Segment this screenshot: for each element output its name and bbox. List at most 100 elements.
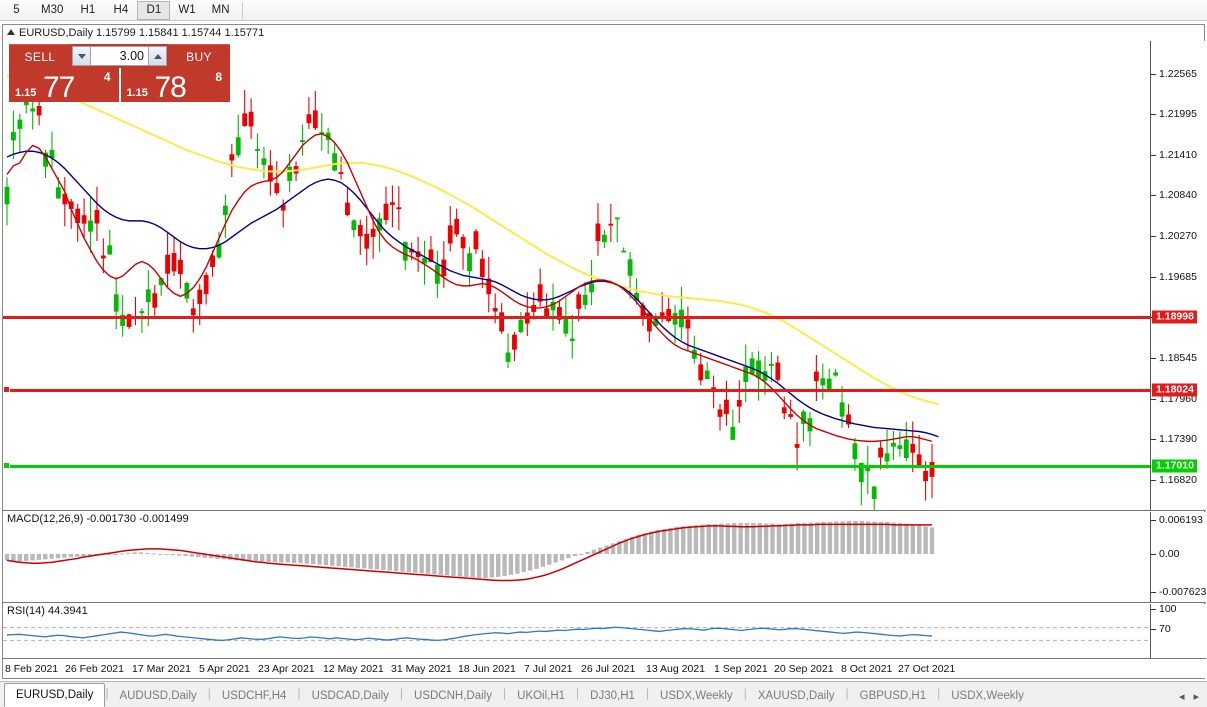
- price-scale[interactable]: 1.22565 1.21995 1.21410 1.20840 1.20270 1.196…: [1150, 41, 1206, 510]
- macd-tick-label: 0.00: [1159, 548, 1180, 560]
- tab-usdchf-h4[interactable]: USDCHF,H4: [221, 690, 287, 702]
- timeframe-button-m30[interactable]: M30: [41, 4, 64, 16]
- price-plot[interactable]: [3, 41, 1150, 510]
- macd-histogram: [4, 520, 935, 578]
- date-label: 26 Jul 2021: [581, 663, 636, 675]
- tab-usdcnh-daily[interactable]: USDCNH,Daily: [414, 690, 492, 702]
- macd-tick-label: -0.007623: [1159, 586, 1206, 598]
- price-pane[interactable]: 1.22565 1.21995 1.21410 1.20840 1.20270 1.196…: [3, 41, 1206, 511]
- sell-button[interactable]: SELL: [9, 44, 71, 68]
- timeframe-button-h4[interactable]: H4: [113, 4, 129, 16]
- tab-gbpusd-h1[interactable]: GBPUSD,H1: [859, 690, 927, 702]
- ma-slow-line: [6, 74, 939, 406]
- tab-ukoil-h1[interactable]: UKOil,H1: [517, 690, 566, 702]
- chevron-down-icon: [77, 53, 86, 59]
- tab-dj30-h1[interactable]: DJ30,H1: [590, 690, 635, 702]
- chart-header-text: EURUSD,Daily 1.15799 1.15841 1.15744 1.1…: [19, 27, 265, 39]
- tab-nav: ◂ ▸: [1179, 690, 1207, 707]
- level-line-resistance-2[interactable]: [3, 389, 1150, 392]
- tab-xauusd-daily[interactable]: XAUUSD,Daily: [757, 690, 835, 702]
- price-tick: [1151, 74, 1156, 75]
- volume-decrease-button[interactable]: [72, 46, 91, 66]
- date-label: 27 Oct 2021: [898, 663, 956, 675]
- price-tick: [1151, 155, 1156, 156]
- macd-scale: 0.006193 0.00 -0.007623: [1150, 512, 1206, 602]
- macd-tick: [1151, 592, 1156, 593]
- rsi-tick: [1151, 629, 1156, 630]
- timeframe-button-5[interactable]: 5: [13, 4, 20, 16]
- price-tick-label: 1.21410: [1159, 149, 1197, 161]
- tab-separator: |: [743, 686, 747, 700]
- price-tick-label: 1.18545: [1159, 352, 1197, 364]
- price-tick-label: 1.21995: [1159, 108, 1197, 120]
- date-label: 26 Feb 2021: [65, 663, 124, 675]
- price-tick-label: 1.22565: [1159, 68, 1197, 80]
- bid-price-big: 77: [43, 71, 75, 104]
- date-label: 12 May 2021: [323, 663, 384, 675]
- date-label: 7 Jul 2021: [524, 663, 573, 675]
- price-tick: [1151, 358, 1156, 359]
- rsi-plot[interactable]: [3, 604, 1150, 659]
- volume-input[interactable]: 3.00: [91, 46, 148, 66]
- date-label: 5 Apr 2021: [199, 663, 250, 675]
- level-line-resistance-1[interactable]: [3, 316, 1150, 319]
- toolbar-separator: [241, 1, 243, 19]
- level-line-support-green[interactable]: [3, 465, 1150, 468]
- volume-increase-button[interactable]: [148, 46, 167, 66]
- date-label: 8 Oct 2021: [841, 663, 893, 675]
- price-tick-label: 1.16820: [1159, 474, 1197, 486]
- price-tick: [1151, 399, 1156, 400]
- price-tag-1-17010[interactable]: 1.17010: [1152, 459, 1197, 473]
- tab-usdcad-daily[interactable]: USDCAD,Daily: [311, 690, 389, 702]
- ma-fast-line: [6, 133, 933, 443]
- tab-usdx-weekly[interactable]: USDX,Weekly: [660, 690, 733, 702]
- timeframe-button-d1[interactable]: D1: [137, 0, 171, 20]
- chart-header: EURUSD,Daily 1.15799 1.15841 1.15744 1.1…: [3, 25, 1204, 41]
- bid-price-box[interactable]: 1.15 77 4: [9, 68, 119, 104]
- timeframe-button-w1[interactable]: W1: [178, 4, 196, 16]
- tab-separator: |: [502, 686, 507, 700]
- price-tag-1-18998[interactable]: 1.18998: [1152, 310, 1197, 324]
- rsi-tick-label: 70: [1159, 623, 1171, 635]
- macd-tick: [1151, 520, 1156, 521]
- price-tick: [1151, 480, 1156, 481]
- date-axis[interactable]: 8 Feb 2021 26 Feb 2021 17 Mar 2021 5 Apr 20…: [3, 658, 1206, 678]
- ask-price-fraction: 8: [215, 70, 222, 84]
- price-chart-svg: [4, 74, 939, 510]
- date-label: 1 Sep 2021: [714, 663, 768, 675]
- macd-label: MACD(12,26,9) -0.001730 -0.001499: [7, 513, 189, 525]
- macd-tick: [1151, 554, 1156, 555]
- tab-usdx-weekly[interactable]: USDX,Weekly: [951, 690, 1024, 702]
- rsi-tick: [1151, 609, 1156, 610]
- rsi-label: RSI(14) 44.3941: [7, 605, 88, 617]
- collapse-triangle-icon[interactable]: [7, 29, 15, 35]
- price-tick: [1151, 114, 1156, 115]
- price-tick: [1151, 277, 1156, 278]
- tab-separator: |: [399, 686, 404, 700]
- rsi-line: [6, 626, 933, 642]
- buy-button[interactable]: BUY: [168, 44, 230, 68]
- date-label: 17 Mar 2021: [132, 663, 191, 675]
- timeframe-button-mn[interactable]: MN: [211, 4, 230, 16]
- timeframe-button-h1[interactable]: H1: [80, 4, 96, 16]
- tab-audusd-daily[interactable]: AUDUSD,Daily: [119, 690, 197, 702]
- volume-control: 3.00: [71, 44, 168, 68]
- price-tick-label: 1.17390: [1159, 433, 1197, 445]
- tab-next-icon[interactable]: ▸: [1193, 691, 1199, 703]
- tab-separator: |: [297, 686, 301, 700]
- tab-prev-icon[interactable]: ◂: [1178, 691, 1185, 703]
- price-tag-1-18024[interactable]: 1.18024: [1152, 383, 1197, 397]
- tab-eurusd-daily[interactable]: EURUSD,Daily: [4, 683, 106, 707]
- level-handle-resistance-2[interactable]: [3, 386, 10, 393]
- rsi-pane[interactable]: RSI(14) 44.3941 10070300: [3, 604, 1206, 659]
- tab-separator: |: [937, 686, 941, 700]
- ask-price-prefix: 1.15: [126, 87, 148, 99]
- ask-price-box[interactable]: 1.15 78 8: [120, 68, 230, 104]
- price-tick: [1151, 195, 1156, 196]
- level-handle-support-green[interactable]: [3, 462, 10, 469]
- ma-mid-line: [6, 150, 939, 438]
- macd-plot[interactable]: [3, 512, 1150, 602]
- date-label: 20 Sep 2021: [774, 663, 834, 675]
- macd-pane[interactable]: MACD(12,26,9) -0.001730 -0.001499 0.0061…: [3, 512, 1206, 603]
- one-click-trading-panel: SELL 3.00 BUY 1.15 77 4 1.15 78 8: [9, 44, 230, 104]
